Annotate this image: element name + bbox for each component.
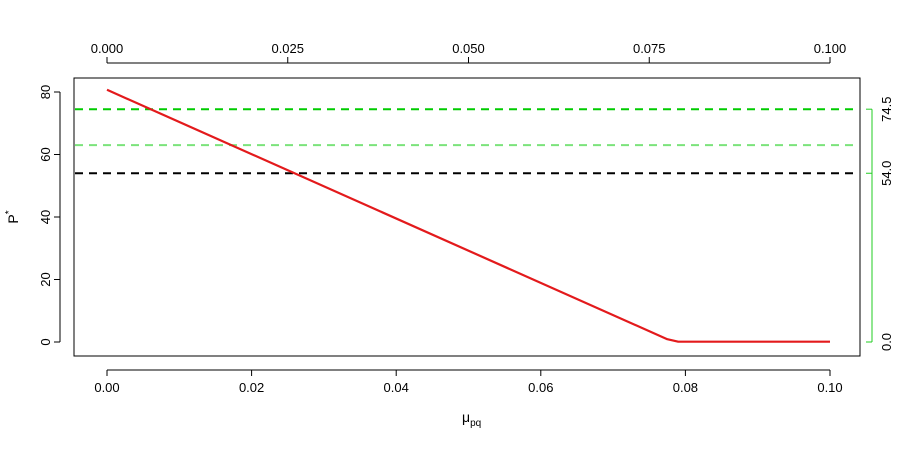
x-tick-label: 0.02 xyxy=(239,380,264,395)
right-tick-label: 0.0 xyxy=(879,333,894,351)
y-axis-title: P* xyxy=(4,210,21,223)
right-tick-label: 54.0 xyxy=(879,161,894,186)
top-tick-label: 0.050 xyxy=(452,41,485,56)
y-tick-label: 40 xyxy=(38,210,53,224)
top-tick-label: 0.000 xyxy=(91,41,124,56)
reference-lines xyxy=(75,108,859,175)
top-tick-label: 0.100 xyxy=(814,41,847,56)
right-axis: 0.0 54.0 74.5 xyxy=(866,97,894,351)
series-layer xyxy=(106,88,830,343)
top-axis: 0.000 0.025 0.050 0.075 0.100 xyxy=(91,41,847,64)
x-tick-label: 0.08 xyxy=(673,380,698,395)
plot-box xyxy=(73,77,861,357)
y-tick-label: 20 xyxy=(38,272,53,286)
x-tick-label: 0.04 xyxy=(384,380,409,395)
y-axis-title-main: P xyxy=(5,214,21,223)
x-axis-title: μpq xyxy=(462,409,481,429)
series-line-0 xyxy=(106,88,830,343)
x-axis-title-main: μ xyxy=(462,409,470,425)
x-axis-title-sub: pq xyxy=(470,418,481,429)
x-tick-label: 0.10 xyxy=(817,380,842,395)
top-tick-label: 0.075 xyxy=(633,41,666,56)
y-axis-title-sup: * xyxy=(4,210,15,214)
y-tick-label: 0 xyxy=(38,338,53,345)
x-axis: 0.00 0.02 0.04 0.06 0.08 0.10 xyxy=(94,369,843,395)
y-tick-label: 80 xyxy=(38,85,53,99)
svg-text:P*: P* xyxy=(4,210,21,223)
x-tick-label: 0.00 xyxy=(94,380,119,395)
right-tick-label: 74.5 xyxy=(879,97,894,122)
top-tick-label: 0.025 xyxy=(271,41,304,56)
x-tick-label: 0.06 xyxy=(528,380,553,395)
y-axis: 0 20 40 60 80 xyxy=(38,85,61,346)
y-tick-label: 60 xyxy=(38,147,53,161)
